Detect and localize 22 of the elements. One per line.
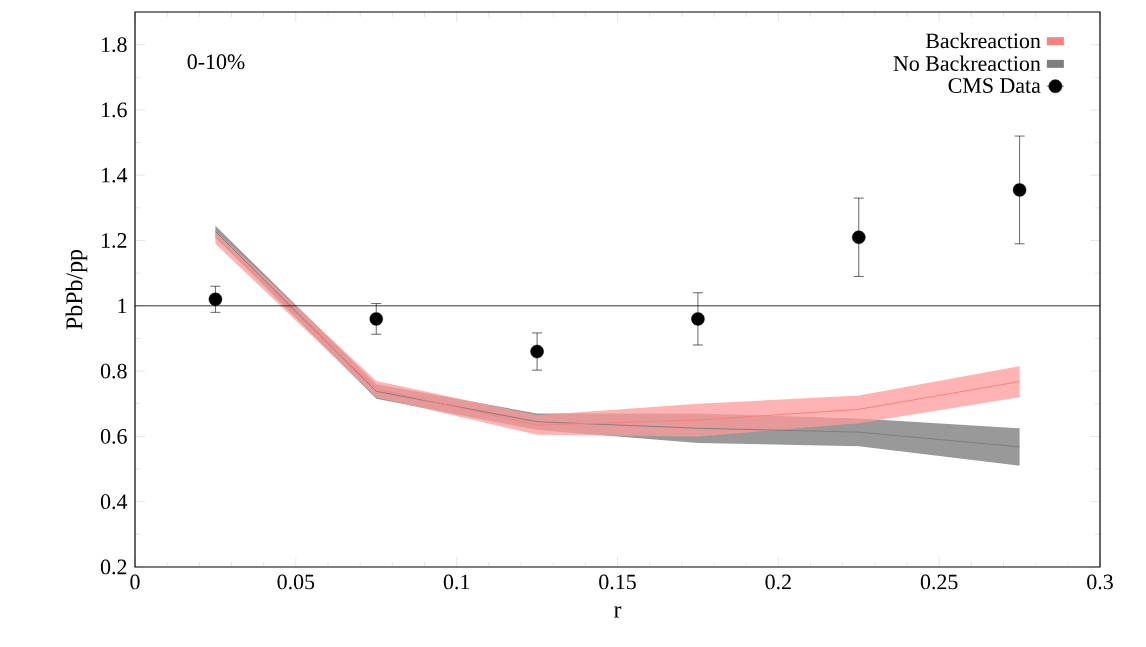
legend-label: CMS Data xyxy=(948,78,1041,93)
x-tick-label: 0.15 xyxy=(599,574,636,590)
x-tick-label: 0.2 xyxy=(765,574,791,590)
x-axis-title: r xyxy=(614,606,622,618)
x-tick-label: 0.3 xyxy=(1087,574,1113,590)
y-tick-label: 0.6 xyxy=(100,428,127,444)
legend-label: Backreaction xyxy=(925,32,1041,49)
y-axis-title: PbPb/pp xyxy=(65,249,88,330)
y-tick-label: 1.2 xyxy=(102,233,127,248)
x-tick-label: 0.25 xyxy=(920,574,958,590)
y-tick-label: 1.8 xyxy=(102,37,127,53)
legend-label: No Backreaction xyxy=(893,55,1041,71)
y-tick-label: 0.8 xyxy=(100,363,127,379)
x-tick-label: 0.1 xyxy=(443,574,470,590)
annotation: 0-10% xyxy=(187,54,245,70)
y-tick-label: 1.6 xyxy=(102,102,127,118)
x-tick-label: 0 xyxy=(130,574,140,590)
y-tick-label: 1 xyxy=(118,298,127,314)
y-tick-label: 0.4 xyxy=(100,494,128,510)
y-tick-label: 0.2 xyxy=(100,559,127,575)
y-tick-label: 1.4 xyxy=(102,167,128,183)
x-tick-label: 0.05 xyxy=(277,574,315,590)
